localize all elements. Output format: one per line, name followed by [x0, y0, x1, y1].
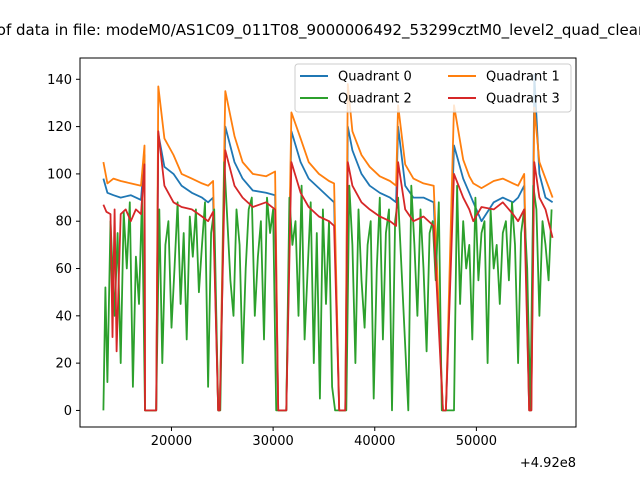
legend: Quadrant 0 Quadrant 1 Quadrant 2 Quadrant 3 [294, 63, 572, 113]
x-tick-label: 50000 [456, 434, 497, 449]
x-tick-label: 20000 [151, 434, 192, 449]
plot-series [102, 73, 554, 412]
series-line-quadrant-3 [102, 130, 554, 412]
y-tick-label: 20 [55, 357, 72, 372]
y-tick-label: 100 [47, 167, 72, 182]
legend-label-quadrant-2: Quadrant 2 [338, 92, 412, 107]
chart-title: Plot of data in file: modeM0/AS1C09_011T… [0, 21, 640, 40]
y-tick-label: 60 [55, 262, 72, 277]
y-tick-label: 140 [47, 73, 72, 88]
plot-frame [79, 57, 577, 428]
x-tick-label: 30000 [252, 434, 293, 449]
y-tick-label: 0 [64, 404, 72, 419]
y-tick-label: 80 [55, 215, 72, 230]
legend-label-quadrant-3: Quadrant 3 [486, 92, 560, 107]
y-tick-label: 40 [55, 309, 72, 324]
x-axis-offset-label: +4.92e8 [520, 456, 576, 471]
series-line-quadrant-1 [102, 83, 554, 412]
axis-ticks: 20000 30000 40000 50000 0 20 40 60 80 100 120 140 [47, 73, 497, 449]
legend-box [294, 63, 572, 113]
series-line-quadrant-2 [102, 161, 553, 412]
legend-label-quadrant-0: Quadrant 0 [338, 70, 412, 85]
x-tick-label: 40000 [354, 434, 395, 449]
y-tick-label: 120 [47, 120, 72, 135]
legend-label-quadrant-1: Quadrant 1 [486, 70, 560, 85]
